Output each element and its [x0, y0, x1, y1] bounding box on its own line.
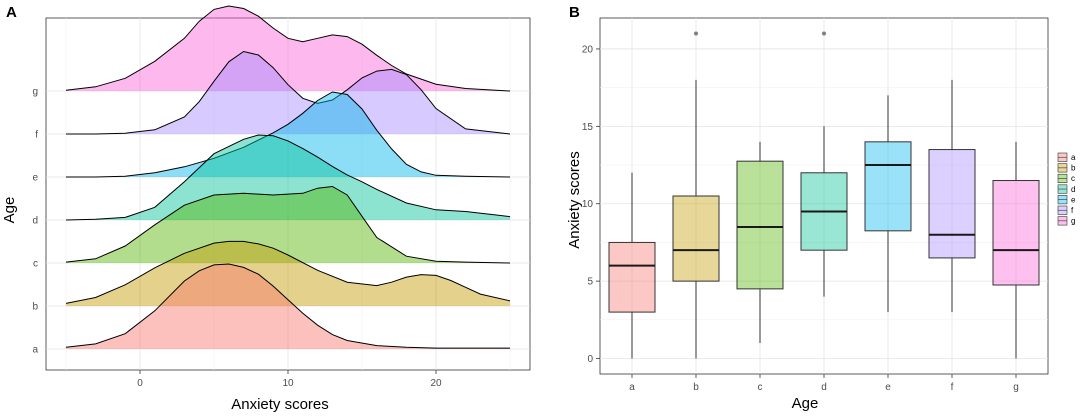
ridge-area-a: [66, 264, 510, 349]
legend-label-f: f: [1071, 206, 1074, 215]
outlier-b: [694, 31, 698, 36]
ridge-area-d: [66, 135, 510, 220]
ridge-line-d: [65, 134, 511, 221]
panel-a-y-axis-title: Age: [1, 197, 18, 224]
ridge-line-f: [66, 50, 511, 135]
panel-a-x-axis-title: Anxiety scores: [231, 396, 329, 413]
panel-a-y-tick-a: a: [32, 345, 38, 356]
ridge-area-b: [66, 241, 510, 306]
ridge-line-e: [66, 91, 511, 178]
panel-b-x-tick-b: b: [693, 382, 699, 393]
panel-b-boxplot: a b c d e f g 0 5 10 15 20: [582, 17, 1049, 393]
panel-a-ridgeline: g f e d c b a 0 10 20: [32, 5, 531, 389]
panel-b-x-axis-title: Age: [792, 395, 819, 412]
ridge-line-c: [65, 185, 511, 264]
legend-label-g: g: [1071, 217, 1075, 226]
panel-a-y-tick-e: e: [32, 173, 38, 184]
panel-a-x-tick-label: 10: [282, 378, 294, 389]
legend-label-d: d: [1071, 185, 1075, 194]
panel-b-x-tick-d: d: [821, 382, 827, 393]
panel-a-y-tick-b: b: [32, 302, 38, 313]
box-f: [928, 149, 976, 259]
panel-a-y-tick-c: c: [33, 259, 38, 270]
ridge-area-c: [66, 186, 510, 263]
panel-label-a: A: [6, 4, 17, 21]
panel-b-x-tick-g: g: [1013, 382, 1019, 393]
panel-a-x-tick-label: 0: [137, 378, 143, 389]
panel-a-y-tick-d: d: [32, 216, 38, 227]
panel-a-x-tick-label: 20: [430, 378, 442, 389]
box-c: [736, 160, 784, 290]
ridge-line-b: [65, 240, 511, 304]
panel-b-x-tick-a: a: [629, 382, 635, 393]
box-a: [608, 241, 656, 313]
panel-b-x-tick-c: c: [758, 382, 763, 393]
outlier-d: [822, 31, 826, 36]
ridge-line-g: [65, 5, 511, 92]
panel-label-b: B: [569, 4, 580, 21]
box-g: [992, 180, 1040, 286]
panel-b-y-axis-title: Anxiety scores: [566, 151, 583, 249]
panel-b-y-tick-label: 0: [587, 354, 593, 365]
panel-b-y-tick-label: 5: [587, 277, 593, 288]
ridge-line-a: [65, 263, 510, 349]
panel-b-y-tick-label: 15: [582, 122, 594, 133]
ridge-area-e: [66, 92, 510, 177]
panel-a-y-tick-g: g: [32, 87, 38, 98]
legend-label-e: e: [1071, 195, 1076, 204]
panel-b-y-tick-label: 10: [582, 199, 594, 210]
box-b: [672, 195, 720, 282]
box-e: [864, 141, 912, 232]
panel-b-x-tick-f: f: [951, 382, 954, 393]
panel-a-y-tick-f: f: [35, 130, 38, 141]
legend-label-b: b: [1071, 164, 1076, 173]
legend-label-c: c: [1071, 174, 1075, 183]
legend-label-a: a: [1071, 153, 1076, 162]
panel-b-y-tick-label: 20: [582, 44, 594, 55]
panel-b-x-tick-e: e: [885, 382, 891, 393]
